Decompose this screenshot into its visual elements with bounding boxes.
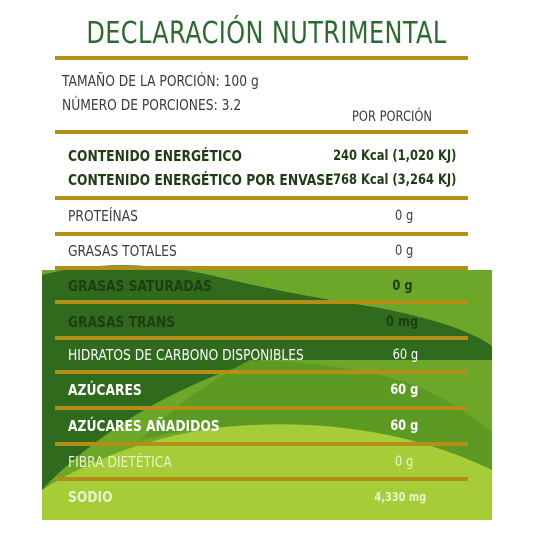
nutrient-value-proteins: 0 g [394, 208, 413, 224]
per-portion-header: POR PORCIÓN [352, 109, 432, 125]
divider-rule [55, 477, 468, 481]
nutrient-label-trans-fat: GRASAS TRANS [68, 313, 176, 331]
divider-rule [55, 370, 468, 374]
label-title: DECLARACIÓN NUTRIMENTAL [86, 16, 447, 51]
nutrient-label-saturated-fat: GRASAS SATURADAS [68, 277, 212, 295]
divider-rule [55, 130, 468, 134]
serving-size: TAMAÑO DE LA PORCIÓN: 100 g [62, 72, 259, 90]
divider-rule [55, 266, 468, 270]
energy-value: 240 Kcal (1,020 KJ) [332, 148, 456, 164]
divider-rule [55, 56, 468, 60]
divider-rule [55, 336, 468, 340]
nutrient-label-sodium: SODIO [68, 488, 113, 506]
divider-rule [55, 300, 468, 304]
divider-rule [55, 442, 468, 446]
nutrient-value-added-sugars: 60 g [389, 418, 418, 434]
nutrient-value-sugars: 60 g [389, 382, 418, 398]
nutrient-value-saturated-fat: 0 g [392, 278, 413, 294]
energy-per-package-value: 768 Kcal (3,264 KJ) [332, 172, 456, 188]
energy-per-package-label: CONTENIDO ENERGÉTICO POR ENVASE [68, 171, 334, 189]
nutrient-label-sugars: AZÚCARES [68, 381, 142, 399]
nutrient-value-trans-fat: 0 mg [385, 314, 418, 330]
nutrient-label-carbohydrates: HIDRATOS DE CARBONO DISPONIBLES [68, 346, 304, 364]
nutrient-label-total-fat: GRASAS TOTALES [68, 242, 177, 260]
nutrient-label-dietary-fiber: FIBRA DIETÉTICA [68, 453, 172, 471]
divider-rule [55, 232, 468, 236]
nutrient-label-added-sugars: AZÚCARES AÑADIDOS [68, 417, 220, 435]
nutrient-label-proteins: PROTEÍNAS [68, 207, 138, 225]
nutrient-value-total-fat: 0 g [394, 243, 413, 259]
energy-label: CONTENIDO ENERGÉTICO [68, 147, 242, 165]
divider-rule [55, 406, 468, 410]
divider-rule [55, 196, 468, 200]
serving-count: NÚMERO DE PORCIONES: 3.2 [62, 96, 242, 114]
nutrient-value-dietary-fiber: 0 g [394, 454, 413, 470]
nutrient-value-sodium: 4,330 mg [374, 490, 426, 504]
nutrient-value-carbohydrates: 60 g [392, 347, 418, 363]
